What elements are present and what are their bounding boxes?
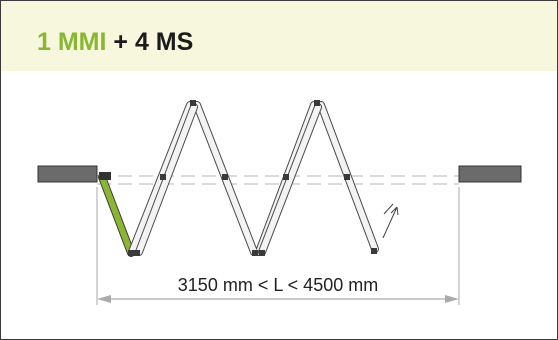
panel-hinge [314, 100, 320, 106]
wall-right [458, 165, 522, 183]
ms-panel-leaf [259, 104, 321, 255]
dimension-arrow-left [97, 295, 111, 303]
open-direction-tick [383, 203, 394, 215]
track-pivot [222, 174, 228, 180]
panel-hinge [128, 250, 134, 256]
header-band [1, 1, 557, 71]
dimension-label: 3150 mm < L < 4500 mm [178, 275, 378, 295]
configuration-title: 1 MMI + 4 MS [37, 30, 193, 55]
panel-hinge [259, 250, 265, 256]
mmi-panel [99, 174, 134, 256]
ms-panel-leaf [136, 104, 197, 255]
track-pivot [283, 174, 289, 180]
panel-hinge [371, 248, 377, 254]
wall-left [37, 165, 98, 183]
mmi-hinge [99, 172, 111, 180]
open-direction-arrow [382, 206, 399, 239]
panel-hinge [252, 250, 258, 256]
ms-panel-group [128, 100, 379, 256]
panel-hinge [134, 250, 140, 256]
title-highlight: 1 MMI [37, 28, 107, 56]
dimension-arrow-right [445, 295, 459, 303]
track-pivot [344, 174, 350, 180]
dimension-label-bg [149, 271, 407, 295]
panel-hinge [190, 100, 196, 106]
title-rest: + 4 MS [113, 28, 194, 56]
track-pivot [160, 174, 166, 180]
